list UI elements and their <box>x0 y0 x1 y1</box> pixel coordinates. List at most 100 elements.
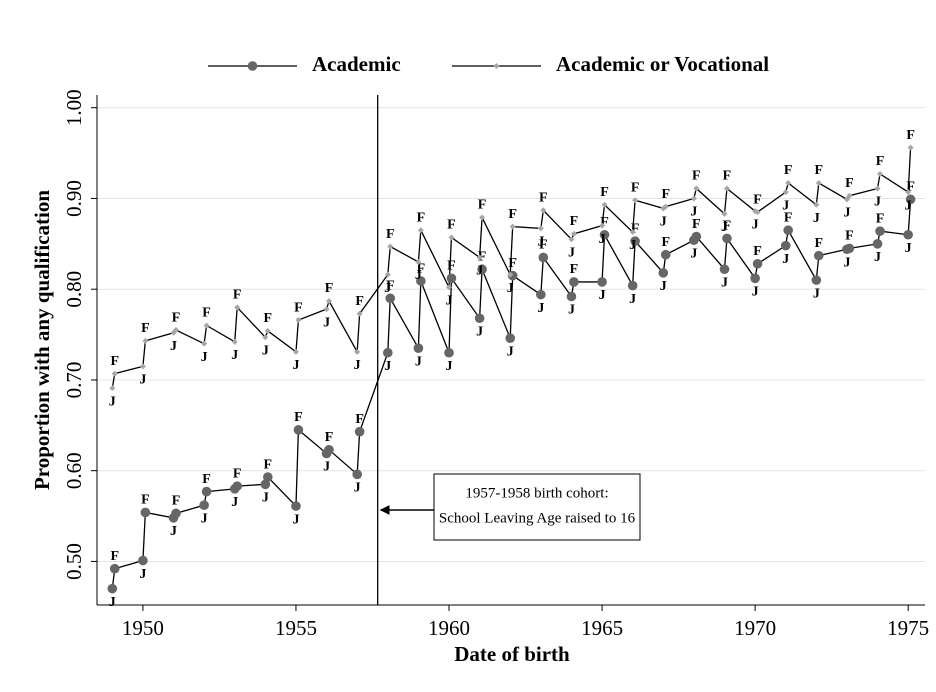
point-label: F <box>753 192 762 207</box>
legend-label: Academic <box>312 52 401 76</box>
point <box>295 317 302 324</box>
point <box>540 207 547 214</box>
point <box>111 370 118 377</box>
point-label: F <box>233 288 242 303</box>
point-label: F <box>325 281 334 296</box>
point <box>599 229 610 240</box>
point-label: F <box>508 207 517 222</box>
point-label: F <box>110 549 119 564</box>
point <box>262 334 269 341</box>
point-label: F <box>631 180 640 195</box>
point <box>416 276 426 286</box>
point-label: J <box>599 288 606 303</box>
point <box>234 304 241 311</box>
point-label: J <box>292 358 299 373</box>
x-tick-label: 1970 <box>734 616 776 640</box>
point <box>260 479 271 490</box>
point-label: J <box>170 524 177 539</box>
point <box>905 189 912 196</box>
point-label: J <box>537 301 544 316</box>
point-label: F <box>386 227 395 242</box>
point-label: J <box>874 250 881 265</box>
point-label: F <box>600 185 609 200</box>
point <box>536 289 546 300</box>
point-label: J <box>752 285 759 300</box>
point-label: F <box>478 198 487 213</box>
point-label: F <box>845 176 854 191</box>
y-tick-label: 0.60 <box>62 452 86 489</box>
point-label: J <box>354 481 361 496</box>
point <box>843 196 850 203</box>
point-label: F <box>815 163 824 178</box>
point <box>813 250 824 261</box>
y-tick-label: 0.80 <box>62 271 86 308</box>
point-label: J <box>201 511 208 526</box>
point-label: J <box>384 281 391 296</box>
point-label: J <box>629 292 636 307</box>
point <box>872 239 883 249</box>
point-label: F <box>539 238 548 253</box>
x-tick-label: 1965 <box>581 616 623 640</box>
point-label: F <box>692 169 701 184</box>
point <box>815 180 822 187</box>
point-label: F <box>661 187 670 202</box>
point <box>384 271 391 278</box>
point-label: F <box>876 154 885 169</box>
y-tick-label: 1.00 <box>62 89 86 126</box>
point <box>629 229 636 236</box>
point-label: J <box>170 339 177 354</box>
point <box>907 144 914 151</box>
point <box>293 425 304 435</box>
point-label: F <box>784 210 793 225</box>
point-label: J <box>446 294 453 309</box>
point-label: J <box>109 394 116 409</box>
point-label: F <box>815 236 824 251</box>
point-label: J <box>568 246 575 261</box>
point-label: J <box>323 315 330 330</box>
point <box>566 291 577 302</box>
annotation-box <box>433 473 641 541</box>
point-label: F <box>570 214 579 229</box>
point <box>231 338 238 345</box>
point-label: F <box>110 354 119 369</box>
point-label: J <box>446 359 453 374</box>
point-label: F <box>753 244 762 259</box>
point <box>874 185 881 192</box>
point <box>415 258 422 265</box>
legend-label: Academic or Vocational <box>556 52 769 76</box>
point-label: J <box>415 354 422 369</box>
point <box>693 185 700 192</box>
point-label: F <box>355 294 364 309</box>
point-label: F <box>264 457 273 472</box>
point <box>754 209 761 216</box>
point-label: J <box>905 241 912 256</box>
point <box>785 180 792 187</box>
point <box>446 284 453 291</box>
x-axis-title: Date of birth <box>454 642 570 666</box>
point <box>538 252 549 263</box>
point-label: J <box>262 344 269 359</box>
point-label: F <box>202 472 211 487</box>
point-label: F <box>294 410 303 425</box>
point-label: J <box>139 567 146 582</box>
x-tick-label: 1975 <box>887 616 929 640</box>
point <box>597 277 607 287</box>
point <box>630 236 640 246</box>
point <box>505 333 516 344</box>
point-label: J <box>109 595 116 610</box>
point-label: F <box>906 180 915 195</box>
point <box>354 348 361 355</box>
point-label: J <box>231 495 238 510</box>
point-label: J <box>384 359 391 374</box>
point-label: J <box>231 348 238 363</box>
legend-marker <box>493 63 500 69</box>
point-label: J <box>752 217 759 232</box>
point-label: F <box>386 278 395 293</box>
point <box>199 500 209 510</box>
point <box>172 327 179 334</box>
point-label: F <box>570 262 579 277</box>
point <box>171 508 181 519</box>
point <box>782 189 789 196</box>
